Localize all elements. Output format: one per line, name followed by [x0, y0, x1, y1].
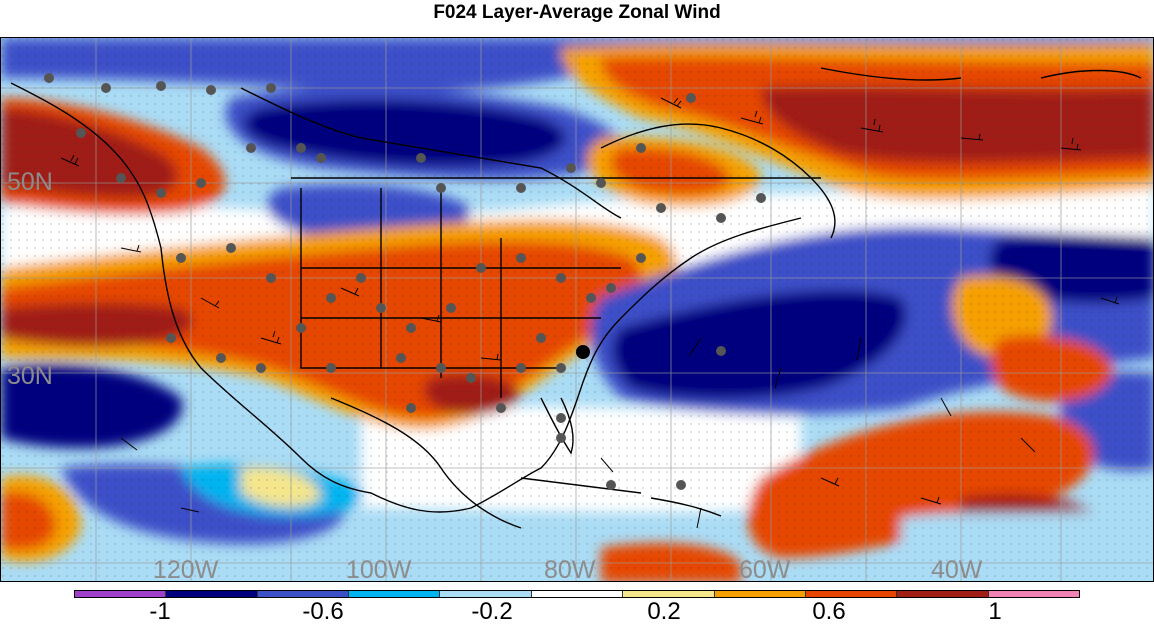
lon-label-60w: 60W	[739, 556, 791, 582]
colorbar-swatch	[349, 591, 441, 597]
lon-label-100w: 100W	[346, 556, 412, 582]
colorbar-label-02: 0.2	[647, 598, 681, 625]
colorbar-swatch	[166, 591, 258, 597]
colorbar-label-neg06: -0.6	[302, 598, 344, 625]
chart-title: F024 Layer-Average Zonal Wind	[433, 2, 721, 23]
colorbar-label-1: 1	[988, 598, 1002, 625]
colorbar-swatch	[988, 591, 1079, 597]
colorbar-label-06: 0.6	[812, 598, 846, 625]
colorbar-swatch	[75, 591, 167, 597]
wind-map: 50N 30N 120W 100W 80W 60W 40W	[0, 37, 1154, 582]
colorbar-swatch	[531, 591, 624, 597]
lat-label-30n: 30N	[7, 362, 53, 390]
colorbar-swatch	[897, 591, 989, 597]
colorbar-swatch	[257, 591, 350, 597]
colorbar-swatch	[623, 591, 715, 597]
colorbar-label-neg02: -0.2	[471, 598, 513, 625]
colorbar-label-neg1: -1	[149, 598, 171, 625]
colorbar-swatch	[440, 591, 532, 597]
lat-label-50n: 50N	[7, 168, 53, 196]
colorbar	[74, 590, 1080, 598]
lon-label-40w: 40W	[931, 556, 983, 582]
lon-label-120w: 120W	[153, 556, 219, 582]
colorbar-swatch	[714, 591, 806, 597]
colorbar-swatch	[805, 591, 898, 597]
lon-label-80w: 80W	[544, 556, 596, 582]
